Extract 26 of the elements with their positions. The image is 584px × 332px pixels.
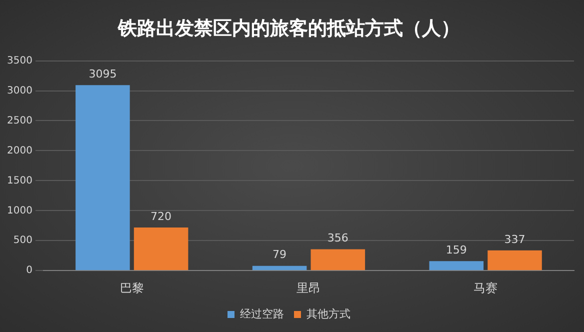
x-tick-label: 马赛: [474, 280, 498, 295]
data-label: 3095: [88, 67, 117, 80]
bar: [134, 227, 188, 270]
y-tick-label: 3000: [6, 85, 32, 96]
chart-title: 铁路出发禁区内的旅客的抵站方式（人）: [117, 17, 460, 40]
y-tick-label: 1500: [6, 175, 32, 186]
bar: [252, 266, 307, 270]
y-tick-label: 0: [26, 265, 32, 276]
legend-label: 经过空路: [240, 307, 284, 320]
data-label: 720: [150, 210, 172, 223]
y-tick-label: 2500: [6, 115, 32, 126]
y-tick-label: 1000: [6, 205, 32, 216]
data-label: 337: [504, 232, 526, 246]
x-tick-label: 巴黎: [120, 280, 144, 295]
data-label: 159: [446, 243, 467, 256]
bar: [310, 249, 366, 270]
y-tick-label: 2000: [6, 145, 32, 156]
data-label: 79: [272, 248, 287, 262]
y-tick-label: 3500: [6, 55, 32, 66]
bar: [76, 85, 130, 270]
legend-label: 其他方式: [306, 307, 350, 320]
x-tick-label: 里昂: [296, 280, 321, 295]
bar: [429, 261, 484, 270]
y-tick-label: 500: [13, 235, 32, 246]
data-label: 356: [327, 232, 348, 245]
bar: [488, 250, 542, 270]
